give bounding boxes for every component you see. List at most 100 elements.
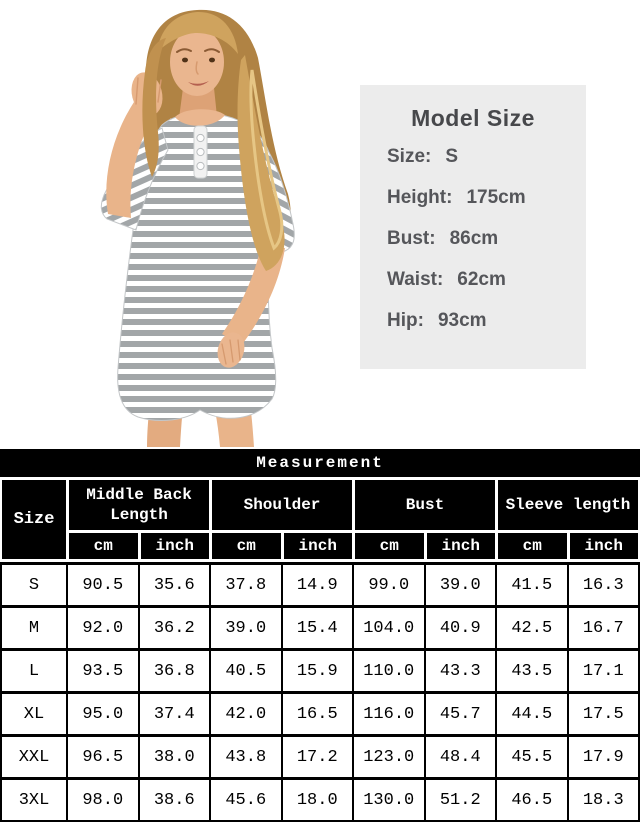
unit-header-cm: cm (498, 533, 567, 559)
value-cell: 43.8 (211, 737, 281, 777)
unit-header-inch: inch (426, 533, 495, 559)
value-cell: 36.8 (139, 651, 209, 691)
hip-value: 93cm (437, 310, 487, 331)
value-cell: 36.2 (139, 608, 209, 648)
value-cell: 16.3 (568, 565, 638, 605)
right-forearm (222, 246, 285, 346)
unit-header-cm: cm (212, 533, 281, 559)
model-size-row-waist: Waist: 62cm (387, 269, 586, 310)
hair-highlight (249, 69, 284, 251)
value-cell: 90.5 (68, 565, 138, 605)
value-cell: 40.9 (425, 608, 495, 648)
size-label: Size: (387, 146, 432, 167)
size-cell: L (2, 651, 66, 691)
raised-forearm (106, 102, 154, 218)
model-photo (100, 9, 295, 447)
value-cell: 45.5 (497, 737, 567, 777)
waist-label: Waist: (387, 269, 444, 290)
value-cell: 46.5 (497, 780, 567, 820)
hair-left-strand (142, 38, 166, 177)
unit-header-inch: inch (283, 533, 352, 559)
value-cell: 37.8 (211, 565, 281, 605)
button (196, 133, 205, 143)
size-cell: XL (2, 694, 66, 734)
value-cell: 51.2 (425, 780, 495, 820)
bust-value: 86cm (449, 228, 499, 249)
unit-header-cm: cm (69, 533, 138, 559)
value-cell: 42.5 (497, 608, 567, 648)
table-header: Size Middle Back Length Shoulder Bust Sl… (0, 480, 640, 559)
value-cell: 45.6 (211, 780, 281, 820)
unit-header-inch: inch (140, 533, 209, 559)
value-cell: 38.6 (139, 780, 209, 820)
column-header-shoulder: Shoulder (212, 480, 352, 530)
button (196, 161, 205, 171)
value-cell: 16.7 (568, 608, 638, 648)
column-header-size: Size (2, 480, 66, 559)
value-cell: 44.5 (497, 694, 567, 734)
value-cell: 116.0 (354, 694, 424, 734)
right-hand (217, 332, 245, 368)
column-header-sleeve-length: Sleeve length (498, 480, 638, 530)
value-cell: 41.5 (497, 565, 567, 605)
value-cell: 39.0 (211, 608, 281, 648)
height-label: Height: (387, 187, 453, 208)
value-cell: 39.0 (425, 565, 495, 605)
value-cell: 99.0 (354, 565, 424, 605)
model-size-row-height: Height: 175cm (387, 187, 586, 228)
table-title: Measurement (0, 449, 640, 477)
value-cell: 92.0 (68, 608, 138, 648)
bust-label: Bust: (387, 228, 436, 249)
value-cell: 96.5 (68, 737, 138, 777)
value-cell: 17.1 (568, 651, 638, 691)
value-cell: 123.0 (354, 737, 424, 777)
height-value: 175cm (466, 187, 526, 208)
unit-header-inch: inch (569, 533, 638, 559)
size-cell: XXL (2, 737, 66, 777)
value-cell: 16.5 (282, 694, 352, 734)
value-cell: 43.3 (425, 651, 495, 691)
value-cell: 17.5 (568, 694, 638, 734)
waist-value: 62cm (457, 269, 506, 290)
value-cell: 104.0 (354, 608, 424, 648)
hair-fringe (157, 11, 238, 54)
size-cell: S (2, 565, 66, 605)
value-cell: 130.0 (354, 780, 424, 820)
value-cell: 43.5 (497, 651, 567, 691)
value-cell: 95.0 (68, 694, 138, 734)
button (196, 147, 205, 157)
value-cell: 42.0 (211, 694, 281, 734)
value-cell: 18.3 (568, 780, 638, 820)
measurement-table: Measurement Size Middle Back Length Shou… (0, 449, 640, 822)
column-header-bust: Bust (355, 480, 495, 530)
value-cell: 14.9 (282, 565, 352, 605)
hair-right-cascade (237, 55, 285, 271)
value-cell: 18.0 (282, 780, 352, 820)
unit-header-cm: cm (355, 533, 424, 559)
value-cell: 15.4 (282, 608, 352, 648)
value-cell: 15.9 (282, 651, 352, 691)
model-size-row-size: Size: S (387, 146, 586, 187)
size-cell: M (2, 608, 66, 648)
table-body: S 90.5 35.6 37.8 14.9 99.0 39.0 41.5 16.3 M 92.0 36… (0, 562, 640, 822)
value-cell: 38.0 (139, 737, 209, 777)
model-size-row-bust: Bust: 86cm (387, 228, 586, 269)
value-cell: 48.4 (425, 737, 495, 777)
size-cell: 3XL (2, 780, 66, 820)
column-header-middle-back-length: Middle Back Length (69, 480, 209, 530)
value-cell: 45.7 (425, 694, 495, 734)
size-value: S (445, 146, 459, 167)
model-size-title: Model Size (411, 105, 535, 131)
value-cell: 35.6 (139, 565, 209, 605)
model-size-box: Model Size Size: S Height: 175cm Bust: 8… (360, 85, 586, 369)
value-cell: 17.9 (568, 737, 638, 777)
face-features (176, 48, 220, 86)
value-cell: 93.5 (68, 651, 138, 691)
value-cell: 37.4 (139, 694, 209, 734)
value-cell: 40.5 (211, 651, 281, 691)
value-cell: 17.2 (282, 737, 352, 777)
model-size-row-hip: Hip: 93cm (387, 310, 586, 351)
hip-label: Hip: (387, 310, 424, 331)
neckline (175, 109, 225, 126)
